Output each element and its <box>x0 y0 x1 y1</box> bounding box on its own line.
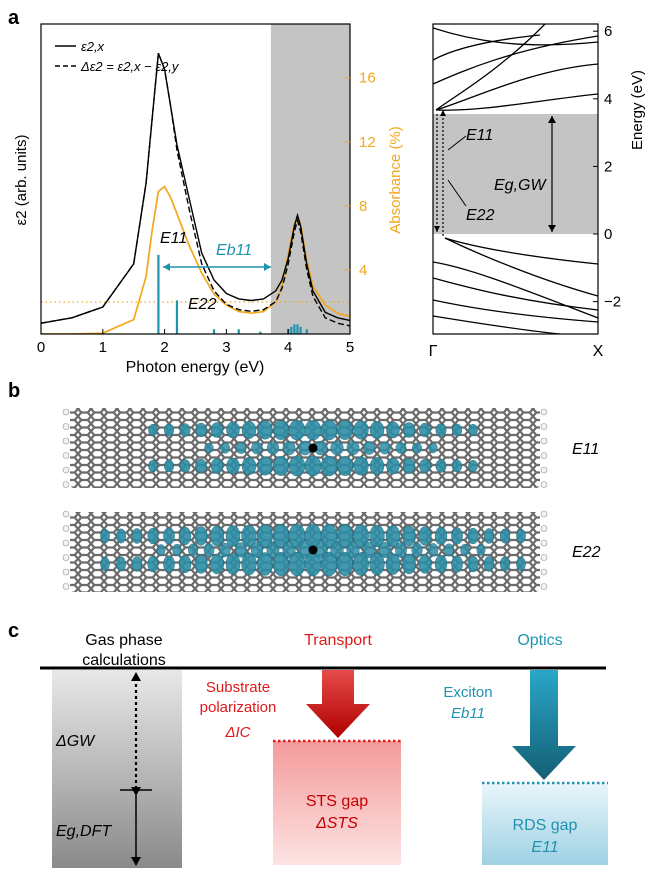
transport-arrow <box>306 670 370 738</box>
right-axis-label: Absorbance (%) <box>387 126 404 234</box>
eps2x-line <box>41 52 350 324</box>
rds-gap-box <box>482 783 608 865</box>
sts-gap-box <box>273 741 401 865</box>
egap-label: Eg,GW <box>494 177 547 194</box>
left-axis-label: ε2 (arb. units) <box>13 135 30 226</box>
band-tick-label: 0 <box>604 226 612 243</box>
eb-annotation: Eb11 <box>216 242 252 259</box>
e22-density <box>100 523 526 577</box>
x-axis-label: Photon energy (eV) <box>126 359 265 376</box>
band-tick-label: 4 <box>604 91 612 108</box>
delta-sts-label: ΔSTS <box>315 815 358 832</box>
gas-title-1: Gas phase <box>85 632 162 649</box>
right-axis-ticks: 4 8 12 16 <box>345 70 376 279</box>
right-tick-label: 8 <box>359 198 367 215</box>
energy-axis-label: Energy (eV) <box>629 70 646 150</box>
substrate-label-2: polarization <box>200 699 277 716</box>
x-tick-label: 3 <box>222 339 230 356</box>
substrate-label-1: Substrate <box>206 679 270 696</box>
band-tick-label: 2 <box>604 158 612 175</box>
band-e22-label: E22 <box>466 207 495 224</box>
eb-optics-label: Eb11 <box>451 705 485 722</box>
e22-leader <box>447 179 467 207</box>
sts-gap-label: STS gap <box>306 793 368 810</box>
eg-dft-heads <box>131 787 141 866</box>
delta-ic-label: ΔIC <box>224 724 250 741</box>
e22-annotation: E22 <box>188 296 217 313</box>
hole-position <box>308 443 318 453</box>
exciton-label: Exciton <box>443 684 492 701</box>
x-tick-label: 4 <box>284 339 292 356</box>
e11-optics-label: E11 <box>531 839 558 856</box>
spectrum-frame <box>40 23 351 335</box>
e11-leader <box>447 135 467 151</box>
band-structure-plot: E11 E22 Eg,GW −2 0 2 4 6 Γ X Energy (eV) <box>429 23 646 360</box>
band-tick-label: −2 <box>604 294 621 311</box>
panel-c-label: c <box>8 620 19 642</box>
rds-gap-label: RDS gap <box>513 817 578 834</box>
panel-a-label: a <box>8 7 20 29</box>
legend-solid-text: ε2,x <box>81 39 105 54</box>
x-tick-label: 2 <box>160 339 168 356</box>
band-lines <box>433 24 598 334</box>
eg-dft-label: Eg,DFT <box>56 823 112 840</box>
hydrogen-atoms <box>62 510 548 590</box>
nanotube-e11: E11 <box>70 408 599 488</box>
e22-row-label: E22 <box>572 544 601 561</box>
exciton-bars <box>157 254 308 334</box>
band-e11-label: E11 <box>466 127 493 144</box>
legend-dashed-text: Δε2 = ε2,x − ε2,y <box>80 59 180 74</box>
gamma-label: Γ <box>429 343 438 360</box>
optics-title: Optics <box>517 632 562 649</box>
x-tick-label: 5 <box>346 339 354 356</box>
right-tick-label: 16 <box>359 70 376 87</box>
transport-title: Transport <box>304 632 372 649</box>
optics-arrow <box>512 670 576 780</box>
x-axis-ticks: 0 1 2 3 4 5 <box>37 329 354 356</box>
band-tick-label: 6 <box>604 23 612 40</box>
x-tick-label: 0 <box>37 339 45 356</box>
right-tick-label: 4 <box>359 262 367 279</box>
gap-region <box>433 114 598 234</box>
delta-gw-label: ΔGW <box>55 733 96 750</box>
delta-eps2-line <box>41 52 350 327</box>
x-tick-label: 1 <box>99 339 107 356</box>
hole-position <box>308 545 318 555</box>
panel-b-label: b <box>8 380 20 402</box>
hydrogen-atoms <box>62 408 548 488</box>
e11-annotation: E11 <box>160 230 187 247</box>
gas-phase-box <box>52 670 182 868</box>
right-tick-label: 12 <box>359 134 376 151</box>
nanotube-e22: E22 <box>70 512 601 592</box>
e11-density <box>148 419 478 477</box>
e11-row-label: E11 <box>572 441 599 458</box>
delta-gw-head <box>131 672 141 681</box>
x-point-label: X <box>593 343 604 360</box>
band-frame <box>432 23 599 335</box>
gas-title-2: calculations <box>82 652 166 669</box>
band-y-ticks: −2 0 2 4 6 <box>593 23 621 311</box>
